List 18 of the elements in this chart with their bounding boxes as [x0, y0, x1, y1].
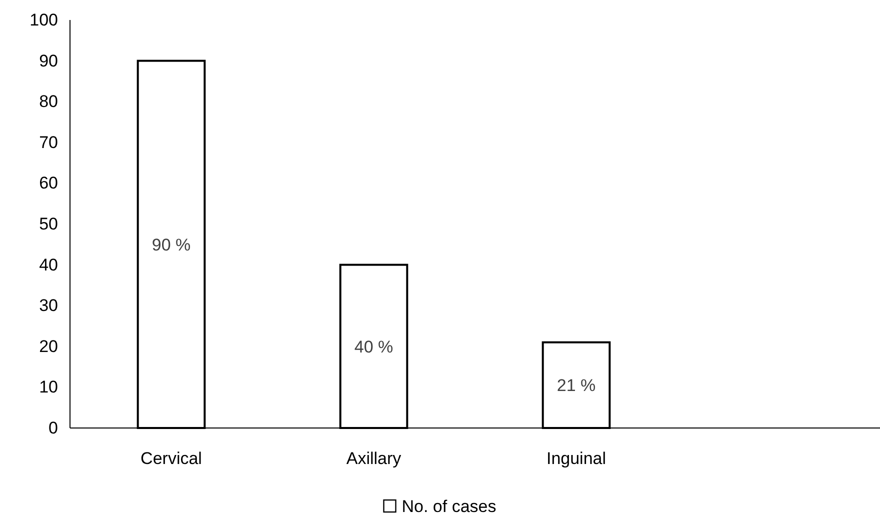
y-tick-label: 60 — [39, 174, 58, 193]
y-tick-label: 50 — [39, 214, 58, 234]
y-tick-label: 0 — [48, 418, 58, 438]
x-tick-label: Axillary — [346, 449, 402, 468]
y-tick-label: 10 — [39, 378, 58, 397]
y-tick-label: 30 — [39, 296, 58, 316]
legend-label: No. of cases — [402, 497, 496, 516]
data-label: 21 % — [556, 376, 596, 396]
x-tick-label: Cervical — [140, 449, 202, 468]
y-tick-label: 80 — [39, 92, 58, 112]
y-tick-label: 40 — [39, 255, 58, 274]
x-tick-label: Inguinal — [546, 449, 606, 468]
y-tick-label: 70 — [39, 132, 58, 152]
y-tick-label: 90 — [39, 51, 58, 70]
y-tick-label: 100 — [30, 10, 58, 30]
data-label: 40 % — [354, 337, 394, 356]
y-tick-label: 20 — [39, 336, 58, 356]
data-label: 90 % — [152, 235, 191, 254]
